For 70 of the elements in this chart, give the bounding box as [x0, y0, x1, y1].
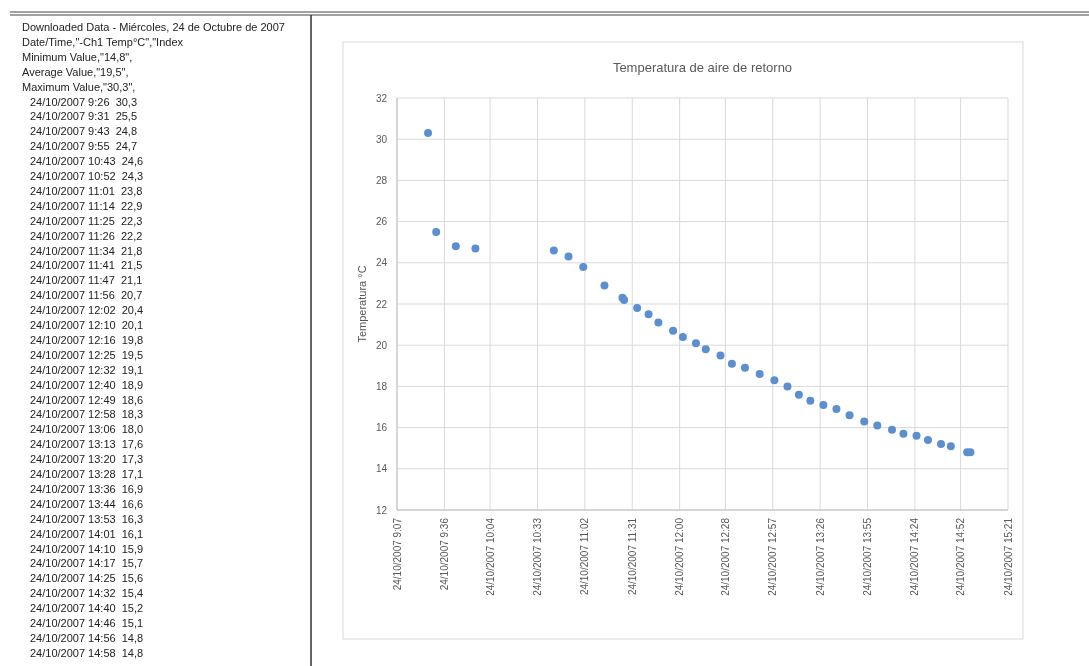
text: 24/10/2007 13:44 16,6 [30, 497, 144, 510]
text: 24/10/2007 12:02 20,4 [30, 304, 144, 317]
text: 24/10/2007 12:16 19,8 [30, 333, 144, 346]
x-tick-label: 24/10/2007 15:21 [1002, 517, 1014, 596]
text: 24/10/2007 14:56 14,8 [30, 631, 144, 644]
text: 24/10/2007 10:43 24,6 [30, 155, 144, 168]
x-tick-label: 24/10/2007 12:00 [674, 517, 686, 596]
text: 24/10/2007 11:01 23,8 [30, 184, 143, 197]
text: 24/10/2007 11:56 20,7 [30, 289, 143, 302]
text: 24/10/2007 13:06 18,0 [30, 423, 144, 436]
y-axis-title: Temperatura °C [356, 265, 368, 343]
text: 24/10/2007 12:58 18,3 [30, 408, 144, 421]
text: 24/10/2007 14:25 15,6 [30, 572, 144, 585]
text: 24/10/2007 13:28 17,1 [30, 468, 144, 480]
y-tick-label: 30 [375, 133, 388, 145]
text: 24/10/2007 11:34 21,8 [30, 244, 143, 257]
y-tick-label: 14 [375, 463, 388, 475]
y-tick-label: 20 [375, 339, 388, 351]
text: Downloaded Data - Miércoles, 24 de Octubre de 2007 [22, 21, 285, 33]
text: 24/10/2007 11:41 21,5 [30, 259, 143, 272]
x-tick-label: 24/10/2007 14:52 [955, 517, 967, 596]
x-tick-label: 24/10/2007 9:07 [391, 517, 403, 591]
text: Average Value,"19,5", [22, 65, 129, 78]
text: 24/10/2007 9:26 30,3 [30, 95, 138, 108]
y-tick-label: 28 [375, 174, 388, 186]
x-tick-label: 24/10/2007 12:28 [719, 517, 731, 596]
text: 24/10/2007 14:46 15,1 [30, 617, 144, 629]
y-tick-label: 24 [375, 257, 388, 269]
y-tick-label: 18 [375, 380, 388, 392]
text: 24/10/2007 14:40 15,2 [30, 602, 144, 615]
text: 24/10/2007 12:40 18,9 [30, 378, 144, 391]
y-tick-label: 32 [375, 92, 388, 104]
text: 24/10/2007 10:52 24,3 [30, 170, 144, 182]
x-tick-label: 24/10/2007 11:02 [579, 517, 591, 596]
text: 24/10/2007 13:13 17,6 [30, 438, 144, 451]
y-tick-label: 22 [375, 298, 388, 310]
text: Date/Time,"-Ch1 Temp°C","Index [22, 35, 184, 48]
x-tick-label: 24/10/2007 10:33 [532, 517, 543, 596]
x-tick-label: 24/10/2007 14:24 [909, 517, 921, 596]
y-tick-label: 26 [375, 216, 388, 228]
text: 24/10/2007 13:36 16,9 [30, 482, 144, 495]
text: 24/10/2007 14:17 15,7 [30, 557, 144, 570]
text: 24/10/2007 14:10 15,9 [30, 542, 144, 555]
text: 24/10/2007 11:14 22,9 [30, 199, 143, 212]
text: Maximum Value,"30,3", [22, 80, 136, 93]
text: 24/10/2007 13:20 17,3 [30, 453, 144, 466]
text: 24/10/2007 9:55 24,7 [30, 140, 138, 153]
text: 24/10/2007 14:58 14,8 [30, 646, 144, 659]
x-tick-label: 24/10/2007 13:55 [862, 517, 873, 596]
y-tick-label: 12 [375, 504, 388, 516]
text: 24/10/2007 12:10 20,1 [30, 319, 144, 331]
text: 24/10/2007 12:25 19,5 [30, 348, 144, 361]
x-tick-label: 24/10/2007 10:04 [484, 517, 496, 596]
text: 24/10/2007 9:31 25,5 [30, 110, 138, 123]
x-tick-label: 24/10/2007 13:26 [814, 517, 826, 596]
chart-title: Temperatura de aire de retorno [612, 60, 793, 75]
text: 24/10/2007 11:47 21,1 [30, 274, 143, 287]
text: 24/10/2007 12:49 18,6 [30, 393, 144, 406]
text: 24/10/2007 13:53 16,3 [30, 512, 144, 525]
text: Minimum Value,"14,8", [22, 50, 133, 63]
x-tick-label: 24/10/2007 11:31 [626, 517, 638, 596]
text: 24/10/2007 11:26 22,2 [30, 229, 143, 242]
x-tick-label: 24/10/2007 12:57 [767, 517, 779, 596]
text: 24/10/2007 11:25 22,3 [30, 214, 143, 227]
x-tick-label: 24/10/2007 9:36 [438, 517, 450, 591]
text: 24/10/2007 9:43 24,8 [30, 125, 138, 138]
text: 24/10/2007 14:01 16,1 [30, 527, 144, 540]
y-tick-label: 16 [375, 422, 388, 434]
text: 24/10/2007 12:32 19,1 [30, 363, 144, 376]
text: 24/10/2007 14:32 15,4 [30, 587, 144, 600]
